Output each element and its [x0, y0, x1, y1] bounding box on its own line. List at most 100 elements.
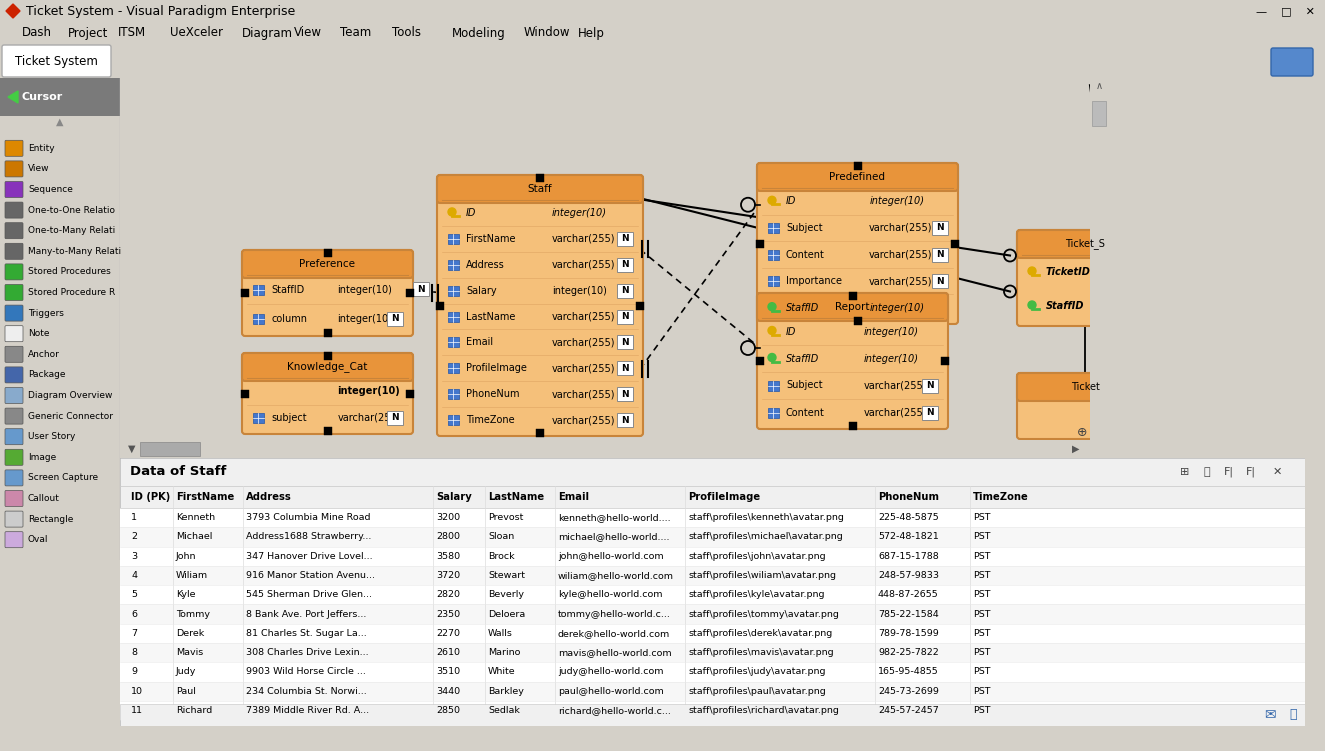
Text: integer(10): integer(10): [869, 303, 925, 312]
Text: Many-to-Many Relati: Many-to-Many Relati: [28, 247, 121, 256]
FancyBboxPatch shape: [757, 163, 958, 324]
Text: John: John: [176, 552, 196, 561]
Polygon shape: [7, 4, 20, 18]
Text: StaffID: StaffID: [1045, 301, 1084, 311]
Text: N: N: [621, 234, 629, 243]
Text: ∧: ∧: [1096, 81, 1102, 91]
Text: integer(10): integer(10): [553, 285, 607, 296]
Text: Image: Image: [28, 453, 56, 462]
Text: N: N: [621, 415, 629, 424]
FancyBboxPatch shape: [922, 379, 938, 393]
Text: Tommy: Tommy: [176, 610, 209, 619]
Text: N: N: [621, 261, 629, 269]
Text: 3200: 3200: [436, 513, 460, 522]
Text: michael@hello-world....: michael@hello-world....: [558, 532, 669, 541]
FancyBboxPatch shape: [253, 285, 264, 294]
Text: Rectangle: Rectangle: [28, 514, 73, 523]
Text: Stored Procedures: Stored Procedures: [28, 267, 111, 276]
Text: staff\profiles\michael\avatar.png: staff\profiles\michael\avatar.png: [688, 532, 843, 541]
FancyBboxPatch shape: [0, 78, 121, 116]
Text: ID: ID: [786, 196, 796, 207]
Text: N: N: [621, 363, 629, 372]
Circle shape: [768, 196, 776, 204]
FancyBboxPatch shape: [5, 511, 23, 527]
Text: judy@hello-world.com: judy@hello-world.com: [558, 668, 664, 677]
FancyBboxPatch shape: [757, 293, 947, 321]
Text: Sloan: Sloan: [488, 532, 514, 541]
Text: PST: PST: [973, 686, 991, 695]
Text: staff\profiles\derek\avatar.png: staff\profiles\derek\avatar.png: [688, 629, 832, 638]
FancyBboxPatch shape: [761, 182, 954, 190]
Text: StaffID: StaffID: [272, 285, 305, 294]
Text: ▲: ▲: [56, 117, 64, 127]
Text: White: White: [488, 668, 515, 677]
Text: 8: 8: [131, 648, 136, 657]
FancyBboxPatch shape: [5, 264, 23, 280]
Text: Email: Email: [558, 492, 590, 502]
FancyBboxPatch shape: [5, 388, 23, 403]
Text: 3440: 3440: [436, 686, 460, 695]
FancyBboxPatch shape: [5, 532, 23, 547]
FancyBboxPatch shape: [448, 363, 458, 373]
Text: 2270: 2270: [436, 629, 460, 638]
FancyBboxPatch shape: [5, 140, 23, 156]
Text: N: N: [937, 250, 943, 259]
FancyBboxPatch shape: [617, 258, 633, 272]
Circle shape: [1028, 301, 1036, 309]
Text: StaffID: StaffID: [786, 303, 819, 312]
Text: Kyle: Kyle: [176, 590, 196, 599]
Text: Window: Window: [523, 26, 571, 40]
Text: Modeling: Modeling: [452, 26, 506, 40]
Text: PST: PST: [973, 648, 991, 657]
Text: PhoneNum: PhoneNum: [878, 492, 939, 502]
FancyBboxPatch shape: [1018, 373, 1153, 439]
FancyBboxPatch shape: [5, 223, 23, 239]
Text: User Story: User Story: [28, 432, 76, 441]
Text: Tools: Tools: [392, 26, 421, 40]
Text: varchar(255): varchar(255): [869, 223, 933, 233]
FancyBboxPatch shape: [3, 45, 111, 77]
Text: 2820: 2820: [436, 590, 460, 599]
FancyBboxPatch shape: [121, 547, 1305, 566]
Text: TicketID: TicketID: [1045, 267, 1090, 277]
FancyBboxPatch shape: [853, 317, 861, 325]
Text: integer(10): integer(10): [864, 327, 918, 336]
Text: integer(10): integer(10): [338, 285, 392, 294]
Text: ITSM: ITSM: [118, 26, 146, 40]
Text: Predefined: Predefined: [829, 172, 885, 182]
Text: Wiliam: Wiliam: [176, 571, 208, 580]
Text: F|: F|: [1224, 467, 1234, 477]
FancyBboxPatch shape: [448, 260, 458, 270]
Text: PST: PST: [973, 513, 991, 522]
Text: Subject: Subject: [786, 223, 823, 233]
Text: Deloera: Deloera: [488, 610, 525, 619]
Text: Stewart: Stewart: [488, 571, 525, 580]
Text: PST: PST: [973, 706, 991, 715]
FancyBboxPatch shape: [537, 174, 545, 182]
Text: PST: PST: [973, 590, 991, 599]
Text: ⊞: ⊞: [1181, 467, 1190, 477]
Text: UeXceler: UeXceler: [170, 26, 223, 40]
Text: staff\profiles\john\avatar.png: staff\profiles\john\avatar.png: [688, 552, 825, 561]
Text: 3580: 3580: [436, 552, 460, 561]
Text: TimeZone: TimeZone: [466, 415, 514, 425]
Text: 572-48-1821: 572-48-1821: [878, 532, 938, 541]
Text: Beverly: Beverly: [488, 590, 523, 599]
FancyBboxPatch shape: [5, 429, 23, 445]
Text: Stored Procedure R: Stored Procedure R: [28, 288, 115, 297]
Circle shape: [1028, 267, 1036, 275]
Text: N: N: [937, 276, 943, 285]
FancyBboxPatch shape: [1018, 373, 1153, 401]
Text: varchar(255): varchar(255): [553, 260, 616, 270]
Text: tommy@hello-world.c...: tommy@hello-world.c...: [558, 610, 670, 619]
Text: ▶: ▶: [1072, 444, 1080, 454]
Text: 687-15-1788: 687-15-1788: [878, 552, 938, 561]
Text: ID: ID: [466, 208, 477, 218]
Text: Salary: Salary: [466, 285, 497, 296]
FancyBboxPatch shape: [768, 381, 779, 391]
Text: TimeZone: TimeZone: [973, 492, 1028, 502]
Text: Prevost: Prevost: [488, 513, 523, 522]
Text: StaffID: StaffID: [786, 354, 819, 363]
Text: N: N: [926, 408, 934, 417]
FancyBboxPatch shape: [242, 353, 413, 434]
